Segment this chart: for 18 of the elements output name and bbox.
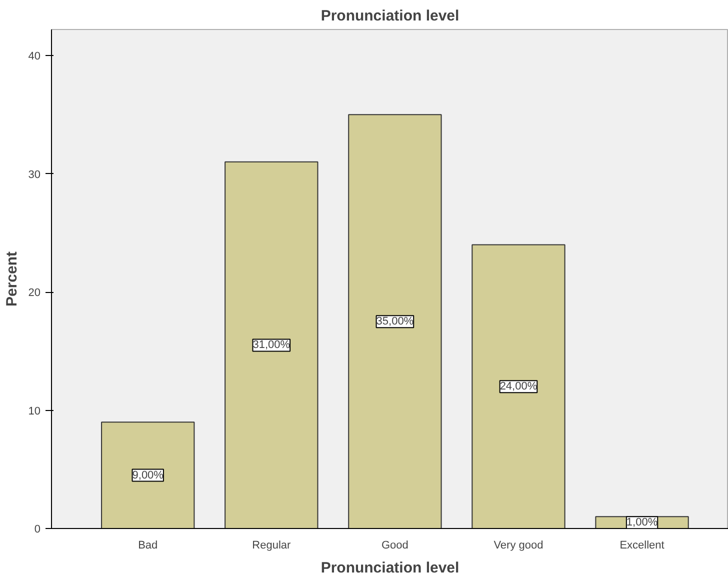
y-axis-title: Percent [3, 251, 20, 307]
data-label: 24,00% [500, 380, 538, 393]
y-tick-label: 30 [28, 168, 41, 181]
x-tick-label: Excellent [620, 540, 664, 552]
y-tick-label: 10 [28, 405, 41, 418]
x-tick-label: Good [381, 540, 408, 552]
bar [101, 422, 195, 528]
x-axis-title: Pronunciation level [320, 560, 460, 576]
x-tick-label: Regular [252, 540, 291, 552]
chart-title: Pronunciation level [320, 8, 460, 24]
y-tick-label: 40 [28, 50, 41, 63]
x-tick-label: Very good [494, 540, 544, 552]
bar [472, 244, 566, 528]
bar [348, 114, 442, 528]
x-tick-label: Bad [138, 540, 158, 552]
bar [224, 161, 318, 528]
y-tick-label: 0 [34, 524, 41, 536]
y-tick-label: 20 [28, 287, 41, 300]
